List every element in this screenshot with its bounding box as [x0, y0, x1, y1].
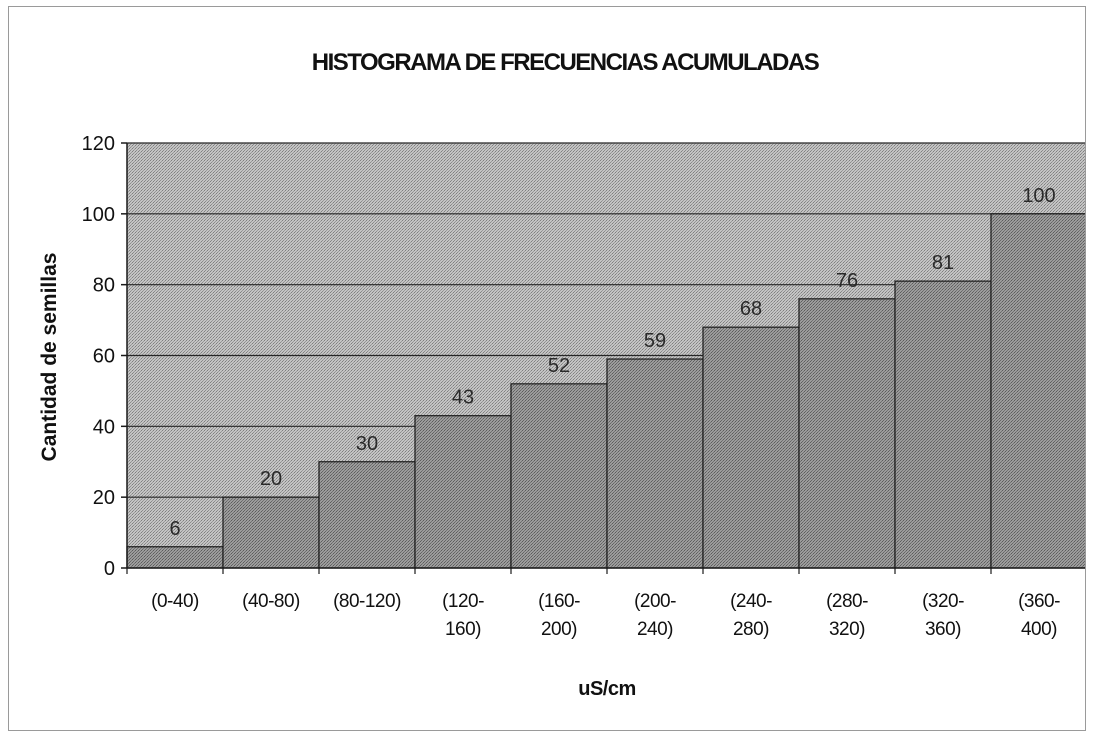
x-tick-label: (40-80): [242, 591, 300, 612]
y-tick-label: 120: [82, 133, 115, 155]
data-label: 100: [1022, 185, 1055, 207]
y-tick-label: 60: [93, 346, 115, 368]
bar: [798, 298, 896, 569]
bars: [126, 213, 1085, 569]
x-tick-label: (240-280): [730, 591, 772, 640]
bar: [894, 280, 992, 569]
bar: [606, 358, 704, 569]
chart-title: HISTOGRAMA DE FRECUENCIAS ACUMULADAS: [312, 49, 820, 76]
bar: [510, 383, 608, 569]
x-tick-label: (360-400): [1018, 591, 1060, 640]
histogram-chart: HISTOGRAMA DE FRECUENCIAS ACUMULADAS 6 20…: [38, 49, 1085, 700]
data-label: 52: [548, 355, 570, 377]
y-tick-label: 100: [82, 204, 115, 226]
data-label: 6: [169, 518, 180, 540]
bar: [318, 461, 416, 569]
x-tick-label: (160-200): [538, 591, 580, 640]
y-tick-label: 0: [104, 558, 115, 580]
data-label: 20: [260, 468, 282, 490]
y-tick-label: 20: [93, 487, 115, 509]
data-label: 68: [740, 298, 762, 320]
x-tick-label: (80-120): [333, 591, 401, 612]
y-tick-label: 40: [93, 416, 115, 438]
bar: [126, 546, 224, 569]
x-tick-label: (120-160): [442, 591, 484, 640]
bar: [702, 326, 800, 569]
x-tick-label: (200-240): [634, 591, 676, 640]
bar: [414, 415, 512, 569]
x-tick-label: (320-360): [922, 591, 964, 640]
bar: [222, 496, 320, 569]
y-axis-ticks: 0 20 40 60 80 100 120: [82, 133, 127, 580]
y-axis-label: Cantidad de semillas: [38, 253, 61, 462]
chart-frame: HISTOGRAMA DE FRECUENCIAS ACUMULADAS 6 20…: [8, 6, 1086, 731]
x-tick-label: (0-40): [151, 591, 199, 612]
x-tick-label: (280-320): [826, 591, 868, 640]
data-label: 43: [452, 387, 474, 409]
data-label: 81: [932, 252, 954, 274]
x-axis-label: uS/cm: [578, 678, 636, 700]
data-label: 30: [356, 433, 378, 455]
y-tick-label: 80: [93, 275, 115, 297]
bar: [990, 213, 1085, 569]
data-label: 59: [644, 330, 666, 352]
data-labels: 6 20 30 43 52 59 68 76 81 100: [169, 185, 1055, 540]
x-axis-ticks: (0-40) (40-80) (80-120) (120-160) (160-200) (…: [126, 568, 1061, 640]
data-label: 76: [836, 270, 858, 292]
